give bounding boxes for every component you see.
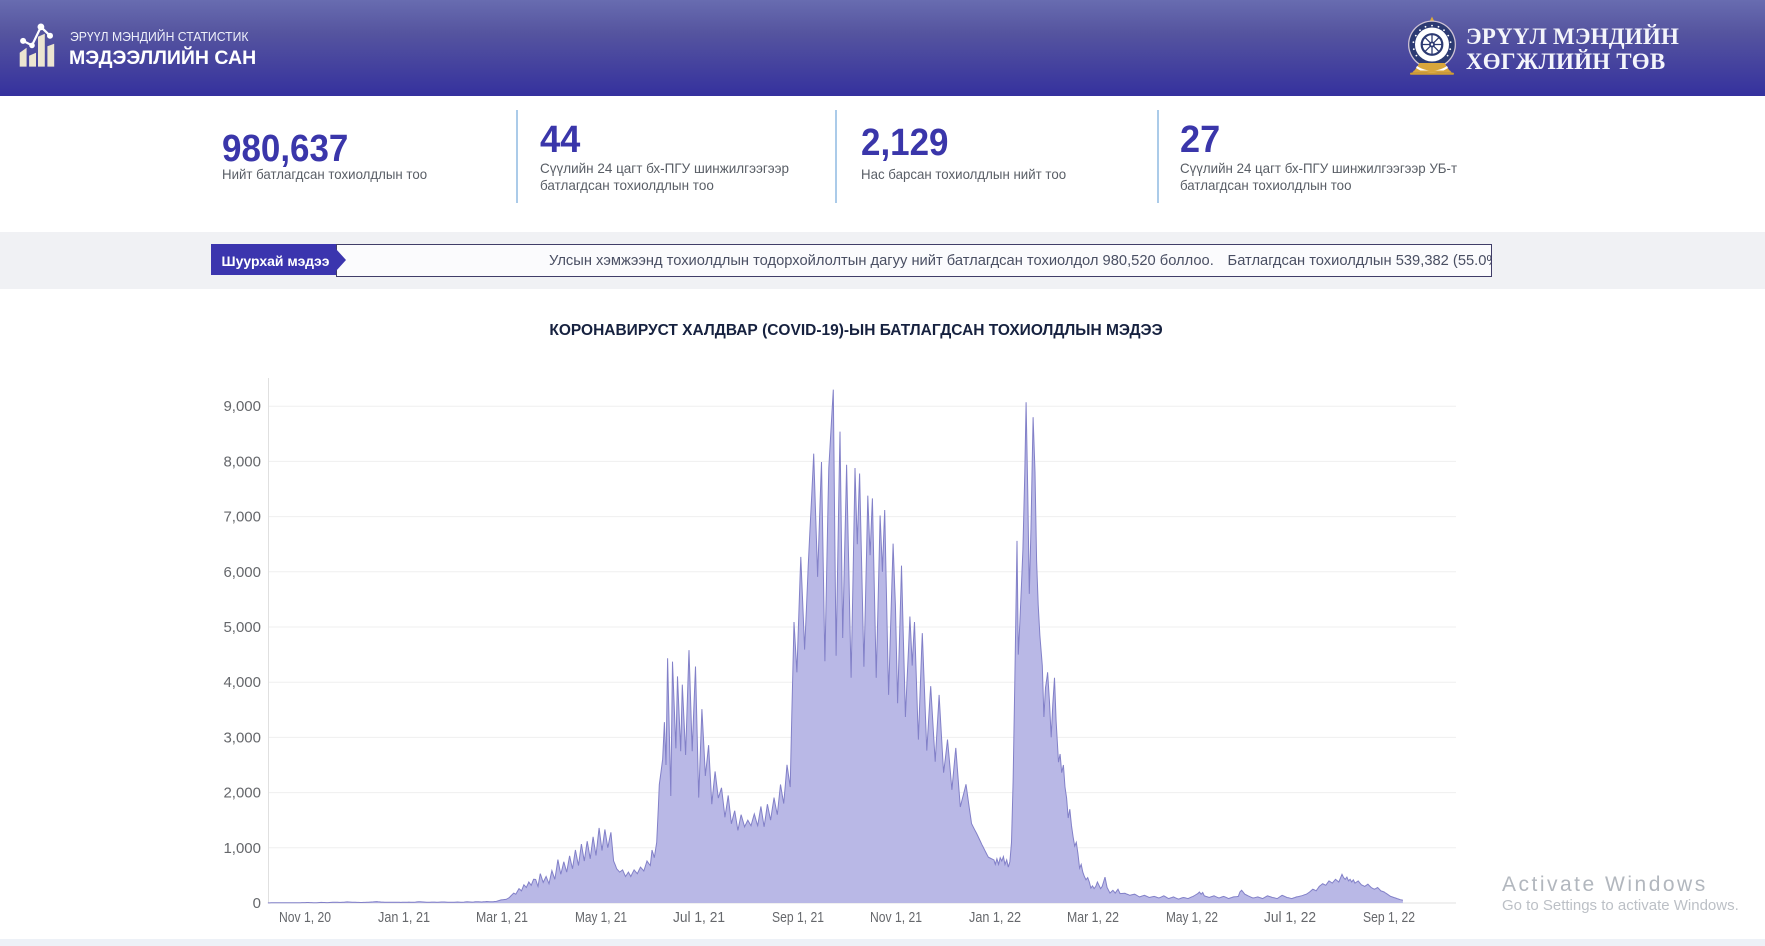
svg-text:May 1, 22: May 1, 22 [1166, 909, 1218, 926]
svg-text:Mar 1, 22: Mar 1, 22 [1067, 909, 1119, 926]
svg-text:8,000: 8,000 [223, 453, 261, 470]
svg-text:5,000: 5,000 [223, 619, 261, 636]
svg-text:3,000: 3,000 [223, 729, 261, 746]
svg-text:Sep 1, 21: Sep 1, 21 [772, 909, 824, 926]
svg-text:Nov 1, 21: Nov 1, 21 [870, 909, 922, 926]
svg-text:7,000: 7,000 [223, 509, 261, 526]
svg-text:0: 0 [253, 895, 261, 912]
svg-text:6,000: 6,000 [223, 564, 261, 581]
svg-text:Jul 1, 21: Jul 1, 21 [673, 909, 725, 926]
svg-text:Jan 1, 21: Jan 1, 21 [378, 909, 430, 926]
svg-text:Jan 1, 22: Jan 1, 22 [969, 909, 1021, 926]
svg-text:Sep 1, 22: Sep 1, 22 [1363, 909, 1415, 926]
svg-text:Jul 1, 22: Jul 1, 22 [1264, 909, 1316, 926]
svg-text:Mar 1, 21: Mar 1, 21 [476, 909, 528, 926]
svg-text:Nov 1, 20: Nov 1, 20 [279, 909, 331, 926]
svg-text:2,000: 2,000 [223, 785, 261, 802]
svg-text:May 1, 21: May 1, 21 [575, 909, 627, 926]
svg-text:4,000: 4,000 [223, 674, 261, 691]
svg-text:1,000: 1,000 [223, 840, 261, 857]
svg-text:9,000: 9,000 [223, 398, 261, 415]
